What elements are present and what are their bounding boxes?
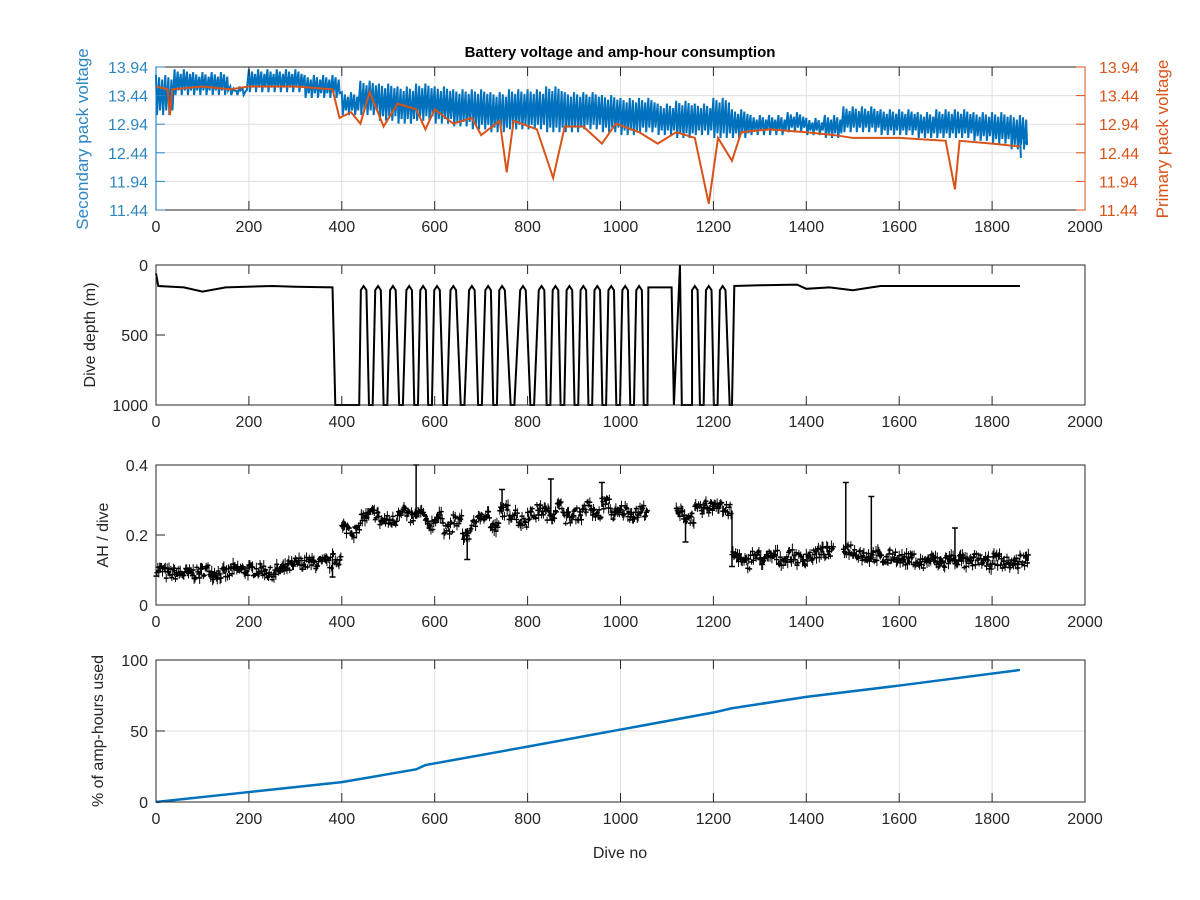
y-tick-label: 0.4: [126, 458, 148, 475]
x-tick-label: 1200: [696, 219, 732, 236]
x-tick-label: 400: [328, 219, 355, 236]
x-tick-label: 2000: [1067, 219, 1103, 236]
y-right-tick-label: 11.94: [1099, 174, 1138, 191]
y-tick-label: 12.44: [108, 146, 148, 163]
y-axis-label: AH / dive: [95, 502, 112, 567]
x-tick-label: 400: [328, 811, 355, 828]
x-tick-label: 0: [152, 414, 161, 431]
x-tick-label: 600: [421, 414, 448, 431]
y-tick-label: 100: [121, 653, 148, 670]
axes-frame: [155, 659, 1086, 803]
y-axis-label: Dive depth (m): [82, 283, 99, 388]
y-tick-label: 1000: [112, 398, 148, 415]
chart-title: Battery voltage and amp-hour consumption: [465, 44, 776, 61]
x-tick-label: 200: [236, 219, 263, 236]
x-tick-label: 1000: [603, 219, 639, 236]
x-tick-label: 400: [328, 414, 355, 431]
x-tick-label: 1400: [789, 414, 825, 431]
subplot-3: 0 200 400 600 800 1000 1200 1400 1600 1800 2000 0 0.…: [95, 458, 1103, 631]
x-tick-label: 800: [514, 811, 541, 828]
x-tick-label: 1600: [881, 414, 917, 431]
axes-frame: [155, 264, 1086, 406]
x-tick-label: 600: [421, 614, 448, 631]
x-tick-label: 200: [236, 414, 263, 431]
x-tick-label: 2000: [1067, 811, 1103, 828]
y-right-tick-label: 12.94: [1099, 117, 1139, 134]
amp-hours-used-line: [155, 668, 1021, 804]
y-axis-label: % of amp-hours used: [90, 655, 107, 807]
subplot-2: 0 200 400 600 800 1000 1200 1400 1600 1800 2000 0 50…: [82, 258, 1103, 431]
x-tick-label: 600: [421, 219, 448, 236]
primary-voltage-line: [155, 85, 1021, 204]
x-tick-label: 1200: [696, 614, 732, 631]
x-tick-label: 1800: [974, 614, 1010, 631]
x-tick-label: 2000: [1067, 614, 1103, 631]
x-tick-label: 600: [421, 811, 448, 828]
y-tick-label: 0: [139, 795, 148, 812]
x-tick-label: 400: [328, 614, 355, 631]
x-tick-label: 1600: [881, 811, 917, 828]
plot-area: [155, 69, 1029, 204]
x-tick-label: 0: [152, 219, 161, 236]
y-right-tick-label: 13.94: [1099, 60, 1139, 77]
y-tick-label: 0: [139, 258, 148, 275]
x-tick-label: 1000: [603, 614, 639, 631]
axes-frame: [155, 464, 1086, 606]
x-tick-label: 800: [514, 614, 541, 631]
y-right-tick-label: 11.44: [1099, 203, 1138, 220]
plot-area: [155, 264, 1020, 406]
y-axis-label-left: Secondary pack voltage: [73, 48, 92, 229]
y-tick-label: 0: [139, 598, 148, 615]
y-tick-label: 12.94: [108, 117, 148, 134]
y-right-tick-label: 12.44: [1099, 146, 1139, 163]
x-axis-label: Dive no: [593, 845, 647, 862]
y-tick-label: 11.94: [109, 174, 148, 191]
x-tick-label: 1000: [603, 414, 639, 431]
plot-area: [153, 464, 1031, 586]
axes-box: [155, 464, 1086, 606]
y-tick-label: 13.44: [108, 89, 148, 106]
x-tick-label: 1200: [696, 811, 732, 828]
y-tick-label: 0.2: [126, 528, 148, 545]
x-tick-label: 2000: [1067, 414, 1103, 431]
y-tick-label: 13.94: [108, 60, 148, 77]
x-tick-label: 1600: [881, 614, 917, 631]
x-tick-label: 0: [152, 811, 161, 828]
y-tick-label: 11.44: [109, 203, 148, 220]
subplot-4: 0 200 400 600 800 1000 1200 1400 1600 1800 2000 0 50…: [90, 653, 1103, 862]
x-tick-label: 1400: [789, 614, 825, 631]
plot-area: [155, 668, 1021, 804]
x-tick-label: 1200: [696, 414, 732, 431]
x-tick-label: 1600: [881, 219, 917, 236]
x-tick-label: 200: [236, 811, 263, 828]
x-tick-label: 1800: [974, 219, 1010, 236]
y-axis-label-right: Primary pack voltage: [1153, 60, 1172, 219]
secondary-voltage-line: [155, 69, 1029, 158]
y-tick-label: 50: [130, 724, 148, 741]
dive-depth-line: [155, 264, 1020, 406]
x-tick-label: 800: [514, 414, 541, 431]
x-tick-label: 1800: [974, 811, 1010, 828]
subplot-1: 0 200 400 600 800 1000 1200 1400 1600 1800 200011.…: [73, 44, 1172, 236]
y-tick-label: 500: [121, 328, 148, 345]
x-tick-label: 1800: [974, 414, 1010, 431]
x-tick-label: 1400: [789, 219, 825, 236]
y-right-tick-label: 13.44: [1099, 89, 1139, 106]
x-tick-label: 800: [514, 219, 541, 236]
x-tick-label: 1000: [603, 811, 639, 828]
x-tick-label: 200: [236, 614, 263, 631]
x-tick-label: 0: [152, 614, 161, 631]
x-tick-label: 1400: [789, 811, 825, 828]
